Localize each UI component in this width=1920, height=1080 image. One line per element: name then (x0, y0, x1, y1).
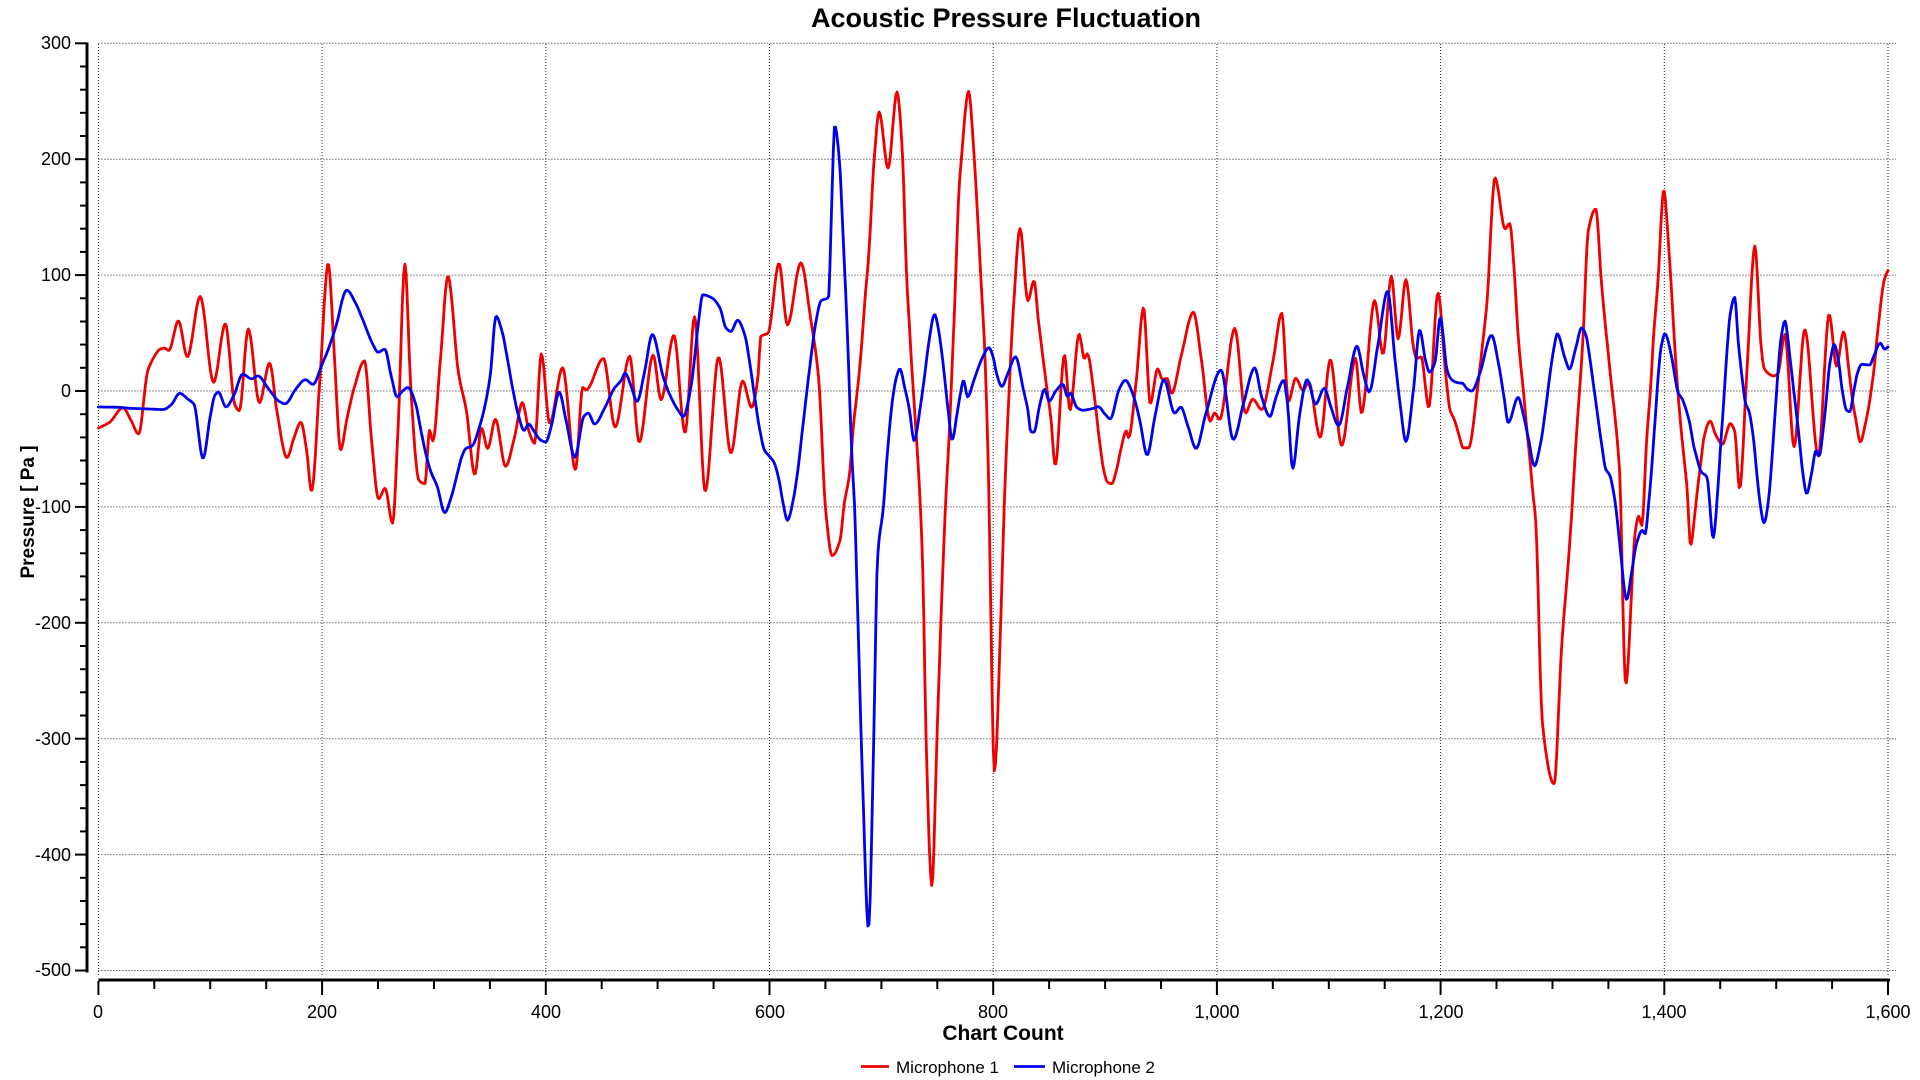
svg-text:800: 800 (978, 1002, 1008, 1022)
svg-text:400: 400 (531, 1002, 561, 1022)
svg-text:Microphone 1: Microphone 1 (896, 1058, 999, 1077)
svg-text:Pressure [ Pa ]: Pressure [ Pa ] (18, 445, 39, 578)
svg-text:0: 0 (61, 381, 71, 401)
svg-text:0: 0 (93, 1002, 103, 1022)
svg-text:1,200: 1,200 (1418, 1002, 1463, 1022)
svg-text:1,400: 1,400 (1641, 1002, 1686, 1022)
svg-text:200: 200 (41, 149, 71, 169)
svg-text:-500: -500 (35, 960, 71, 980)
svg-text:200: 200 (307, 1002, 337, 1022)
svg-text:300: 300 (41, 33, 71, 53)
svg-text:Microphone 2: Microphone 2 (1052, 1058, 1155, 1077)
svg-text:1,600: 1,600 (1865, 1002, 1910, 1022)
svg-text:-100: -100 (35, 497, 71, 517)
svg-text:-400: -400 (35, 845, 71, 865)
svg-text:Chart Count: Chart Count (942, 1022, 1063, 1045)
svg-text:100: 100 (41, 265, 71, 285)
svg-text:-300: -300 (35, 729, 71, 749)
svg-text:600: 600 (755, 1002, 785, 1022)
svg-text:Acoustic Pressure Fluctuation: Acoustic Pressure Fluctuation (811, 3, 1201, 33)
svg-text:-200: -200 (35, 613, 71, 633)
svg-text:1,000: 1,000 (1194, 1002, 1239, 1022)
